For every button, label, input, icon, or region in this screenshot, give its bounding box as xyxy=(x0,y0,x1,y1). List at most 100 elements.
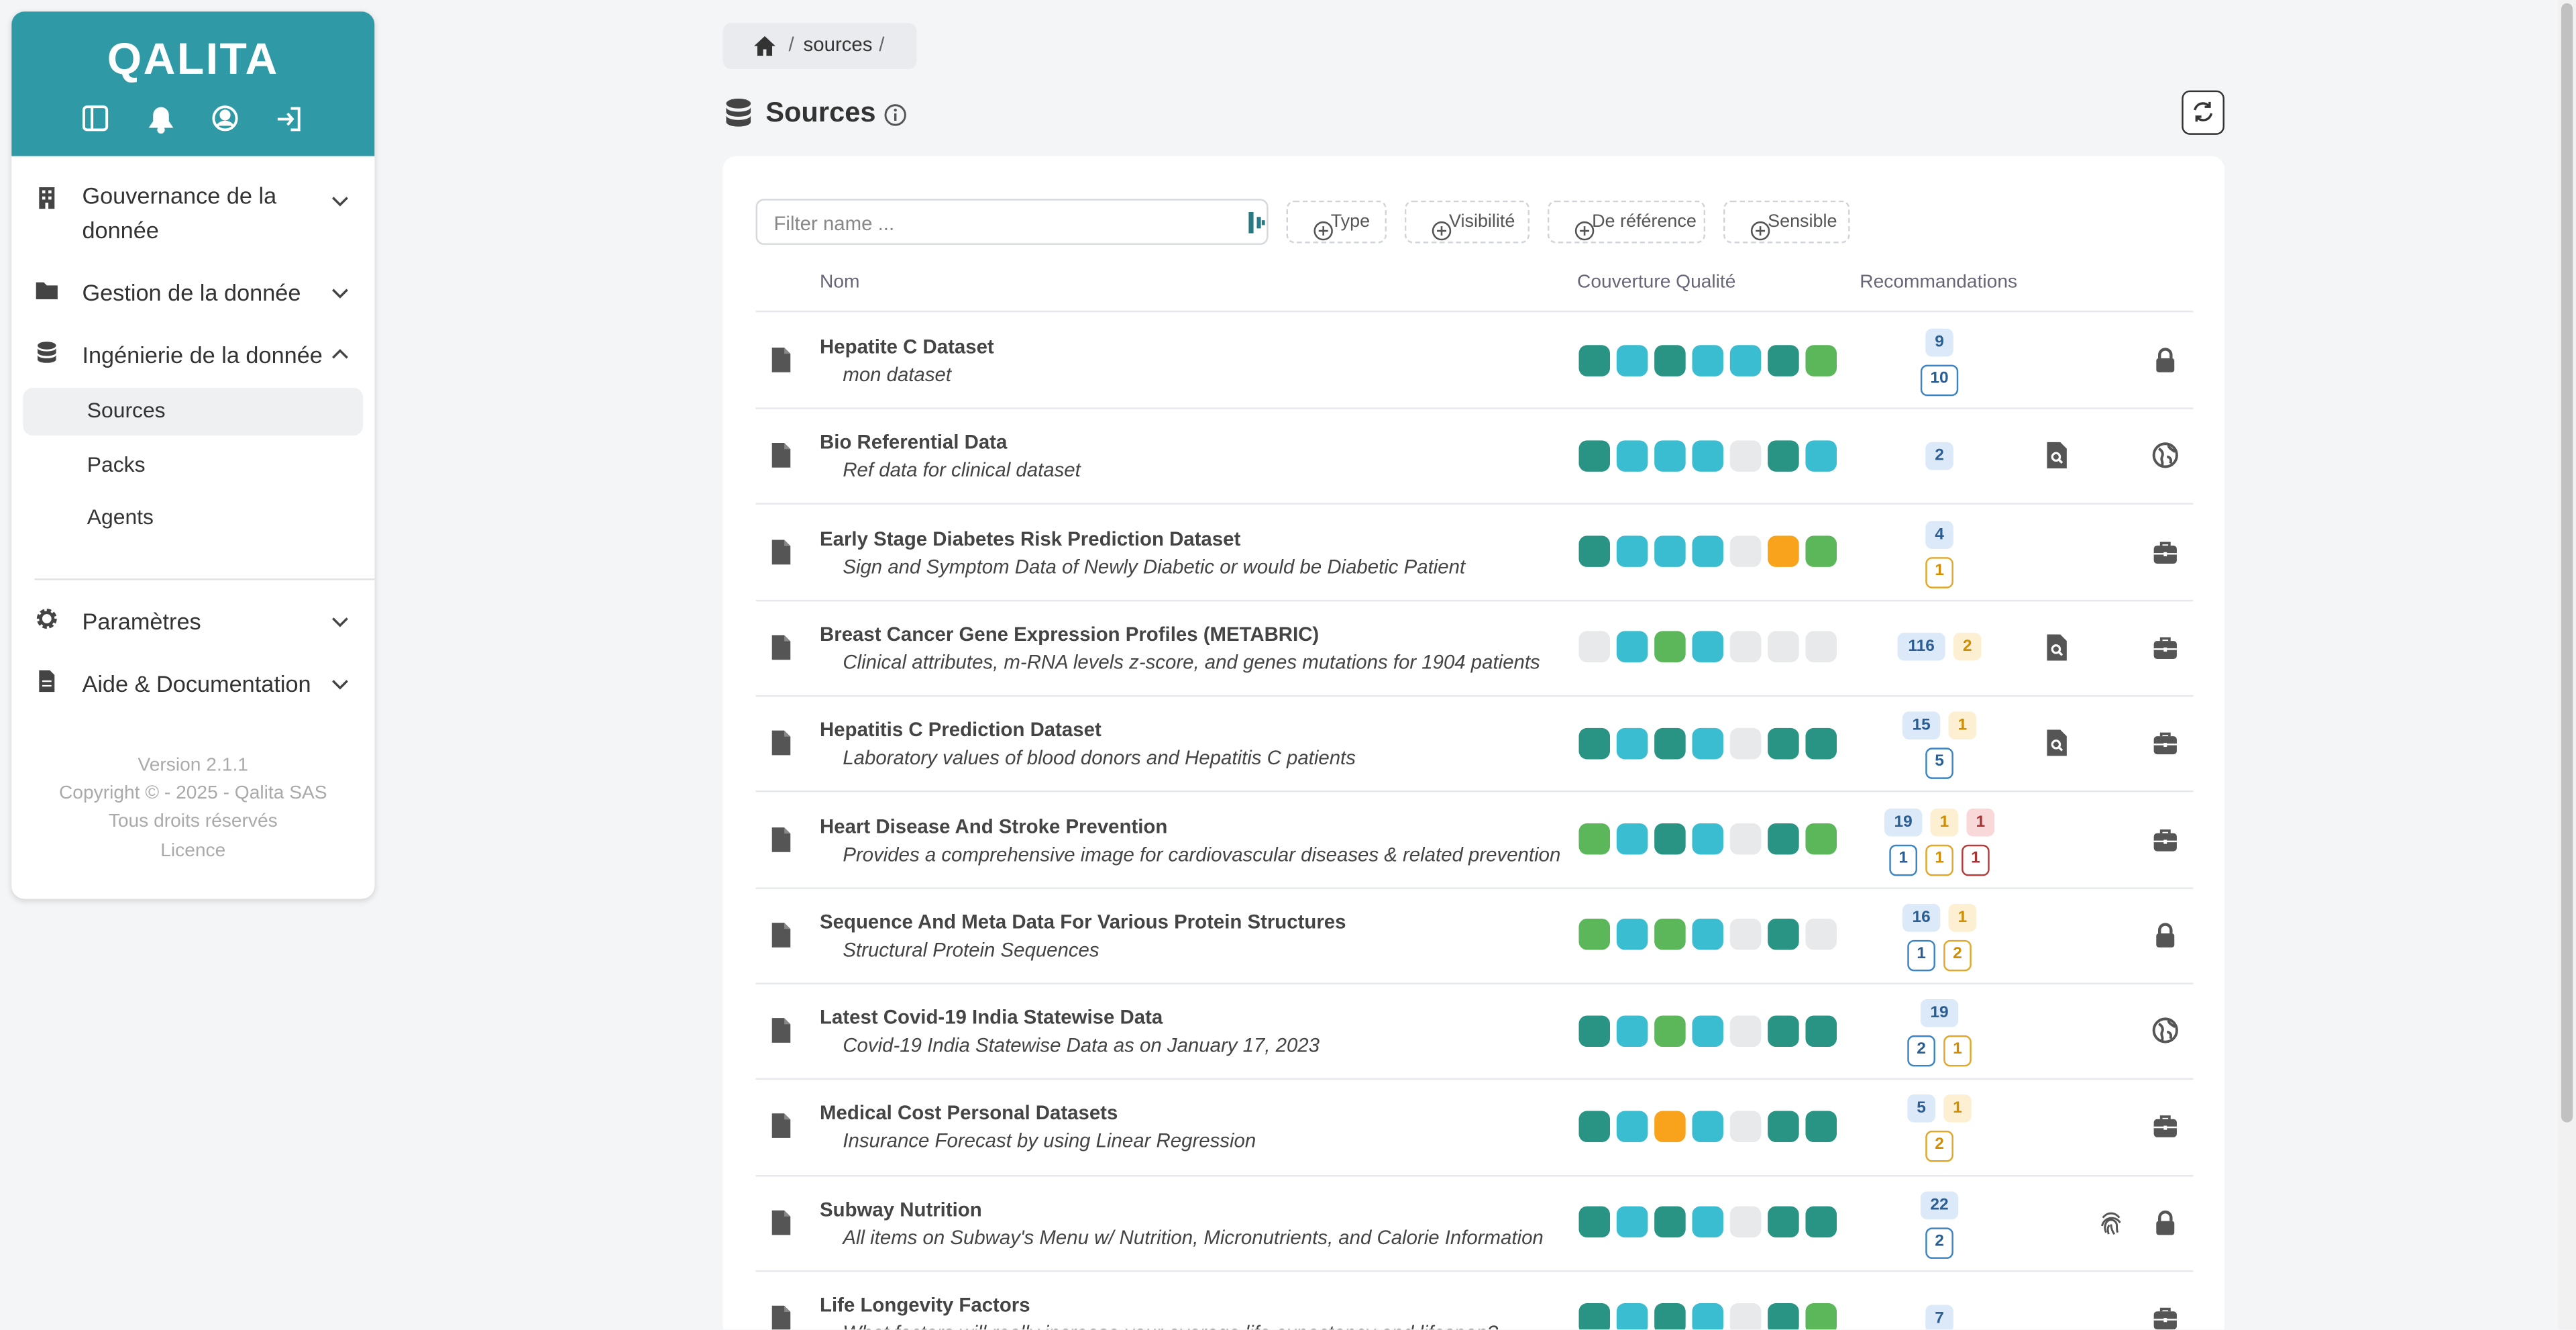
coverage-square xyxy=(1805,727,1837,759)
coverage-square xyxy=(1654,823,1686,855)
row-name[interactable]: Early Stage Diabetes Risk Prediction Dat… xyxy=(820,527,1241,550)
coverage-square xyxy=(1654,1015,1686,1047)
breadcrumb-item[interactable]: sources xyxy=(803,32,873,56)
row-name[interactable]: Bio Referential Data xyxy=(820,431,1008,454)
lock-icon xyxy=(2152,347,2178,381)
row-name[interactable]: Life Longevity Factors xyxy=(820,1293,1030,1317)
row-name[interactable]: Medical Cost Personal Datasets xyxy=(820,1101,1118,1125)
separator: / xyxy=(879,32,885,56)
header-line xyxy=(755,310,2194,313)
submenu-item[interactable]: Sources xyxy=(87,397,166,423)
row-name[interactable]: Subway Nutrition xyxy=(820,1197,982,1221)
row-name[interactable]: Hepatitis C Prediction Dataset xyxy=(820,718,1102,741)
docsearch-icon xyxy=(2044,442,2070,477)
db-icon xyxy=(726,98,751,127)
user-icon[interactable] xyxy=(212,105,238,132)
row-name[interactable]: Sequence And Meta Data For Various Prote… xyxy=(820,910,1346,933)
row-description: Ref data for clinical dataset xyxy=(843,458,1081,482)
submenu-item[interactable]: Packs xyxy=(87,451,146,476)
row-line xyxy=(755,887,2194,889)
row-name[interactable]: Heart Disease And Stroke Prevention xyxy=(820,814,1168,837)
coverage-square xyxy=(1578,631,1611,663)
coverage-square xyxy=(1616,727,1648,759)
badge: 2 xyxy=(1907,1035,1935,1067)
file-icon xyxy=(769,1207,794,1245)
lock-icon xyxy=(2152,921,2178,956)
briefcase-icon xyxy=(2152,538,2178,572)
row-description: Structural Protein Sequences xyxy=(843,937,1099,962)
menu-item[interactable]: Ingénierie de la donnée xyxy=(82,342,323,368)
coverage-square xyxy=(1692,1015,1724,1047)
coverage-square xyxy=(1729,1207,1762,1238)
badge: 5 xyxy=(1925,748,1953,780)
row-name[interactable]: Hepatite C Dataset xyxy=(820,335,994,358)
menu-item[interactable]: Gestion de la donnée xyxy=(82,279,301,306)
coverage-square xyxy=(1768,1207,1799,1238)
layout-icon[interactable] xyxy=(82,105,109,132)
submenu-item[interactable]: Agents xyxy=(87,504,154,529)
lock-icon xyxy=(2152,1209,2178,1243)
file-icon xyxy=(769,1111,794,1149)
sidebar: QALITA Gouvernance de la donnée Gestion d… xyxy=(11,11,375,899)
badge: 1 xyxy=(1925,843,1953,876)
footer-text[interactable]: Licence xyxy=(160,840,226,861)
menu-icon xyxy=(34,340,59,373)
coverage-square xyxy=(1729,631,1762,663)
badge: 2 xyxy=(1925,1131,1953,1163)
coverage-square xyxy=(1578,919,1611,951)
filter-chip[interactable]: De référence xyxy=(1547,200,1706,244)
badge: 2 xyxy=(1953,633,1982,662)
column-header: Recommandations xyxy=(1860,272,2018,293)
coverage-square xyxy=(1654,1207,1686,1238)
briefcase-icon xyxy=(2152,730,2178,764)
coverage-square xyxy=(1805,1015,1837,1047)
menu-item[interactable]: Paramètres xyxy=(82,608,201,635)
coverage-square xyxy=(1729,344,1762,376)
coverage-square xyxy=(1729,823,1762,855)
row-description: Clinical attributes, m-RNA levels z-scor… xyxy=(843,650,1540,674)
filter-chip[interactable]: Type xyxy=(1286,200,1387,244)
coverage-square xyxy=(1729,1015,1762,1047)
file-icon xyxy=(769,1303,794,1330)
coverage-square xyxy=(1654,631,1686,663)
menu-item[interactable]: Aide & Documentation xyxy=(82,670,311,697)
docsearch-icon xyxy=(2044,729,2070,764)
briefcase-icon xyxy=(2152,634,2178,668)
coverage-square xyxy=(1768,727,1799,759)
info-icon[interactable] xyxy=(884,103,907,126)
filter-chip[interactable]: Sensible xyxy=(1723,200,1850,244)
coverage-square xyxy=(1805,919,1837,951)
globe-icon xyxy=(2152,1017,2178,1052)
home-icon[interactable] xyxy=(754,36,775,56)
file-icon xyxy=(769,537,794,574)
row-name[interactable]: Latest Covid-19 India Statewise Data xyxy=(820,1006,1163,1029)
bell-icon[interactable] xyxy=(148,107,174,134)
separator: / xyxy=(788,32,794,56)
scroll-thumb[interactable] xyxy=(2561,3,2573,1123)
badge: 1 xyxy=(1925,556,1953,588)
coverage-square xyxy=(1729,440,1762,472)
coverage-square xyxy=(1578,1015,1611,1047)
filter-icon xyxy=(1248,211,1265,234)
chip-label: Sensible xyxy=(1768,211,1837,232)
badge: 19 xyxy=(1884,807,1923,836)
file-icon xyxy=(769,345,794,382)
menu-icon xyxy=(34,278,59,311)
coverage-square xyxy=(1654,919,1686,951)
badge: 9 xyxy=(1925,328,1953,357)
row-line xyxy=(755,695,2194,697)
coverage-square xyxy=(1578,1302,1611,1330)
row-description: Insurance Forecast by using Linear Regre… xyxy=(843,1129,1256,1153)
coverage-square xyxy=(1616,344,1648,376)
row-name[interactable]: Breast Cancer Gene Expression Profiles (… xyxy=(820,622,1320,646)
filter-chip[interactable]: Visibilité xyxy=(1404,200,1530,244)
coverage-square xyxy=(1729,727,1762,759)
refresh-button[interactable] xyxy=(2182,90,2224,135)
login-icon[interactable] xyxy=(277,107,301,132)
coverage-square xyxy=(1692,440,1724,472)
filter-input[interactable]: Filter name ... xyxy=(755,199,1269,245)
globe-icon xyxy=(2152,442,2178,477)
coverage-square xyxy=(1768,1015,1799,1047)
menu-item[interactable]: Gouvernance de la donnée xyxy=(82,182,277,244)
row-description: mon dataset xyxy=(843,363,952,387)
